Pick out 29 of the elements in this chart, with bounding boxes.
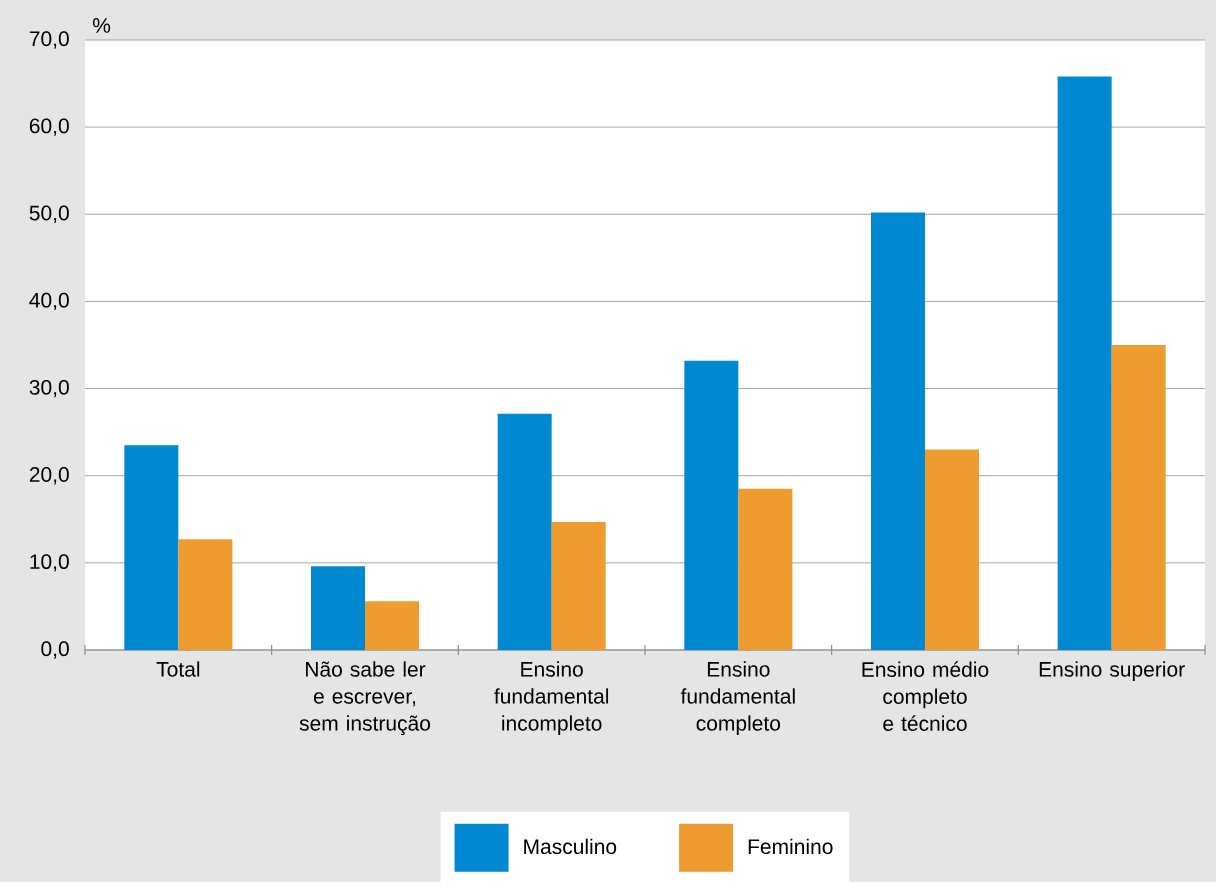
bar [1111, 345, 1166, 651]
bar [870, 212, 925, 651]
x-tick-label: Ensino fundamental completo [680, 661, 795, 735]
bar [497, 413, 552, 651]
y-tick-label: 20,0 [29, 467, 69, 485]
bar [738, 488, 793, 651]
y-tick-label: 40,0 [29, 292, 69, 311]
bar [551, 521, 606, 651]
legend-label: Masculino [524, 838, 617, 855]
x-tick-label: Ensino superior [1039, 661, 1185, 681]
y-tick-label: 10,0 [30, 554, 69, 572]
y-tick-label: 60,0 [29, 118, 69, 136]
bar [365, 601, 419, 651]
x-tick-label: Ensino fundamental incompleto [494, 661, 609, 735]
y-tick-label: 0,0 [41, 641, 69, 659]
x-tick-label: Ensino médio completo e técnico [862, 661, 989, 732]
bar [924, 449, 979, 651]
bar [124, 445, 179, 651]
y-tick-label: 70,0 [29, 31, 69, 49]
x-tick-label: Não sabe ler e escrever, sem instrução [299, 661, 431, 736]
bar [178, 539, 233, 651]
y-tick-label: 50,0 [29, 205, 69, 224]
x-tick-label: Total [156, 661, 200, 677]
bar [684, 360, 739, 651]
y-axis-title: % [92, 18, 111, 33]
y-tick-label: 30,0 [29, 379, 69, 398]
bar [311, 566, 365, 651]
bar [1057, 76, 1112, 651]
legend-label: Feminino [748, 838, 833, 855]
